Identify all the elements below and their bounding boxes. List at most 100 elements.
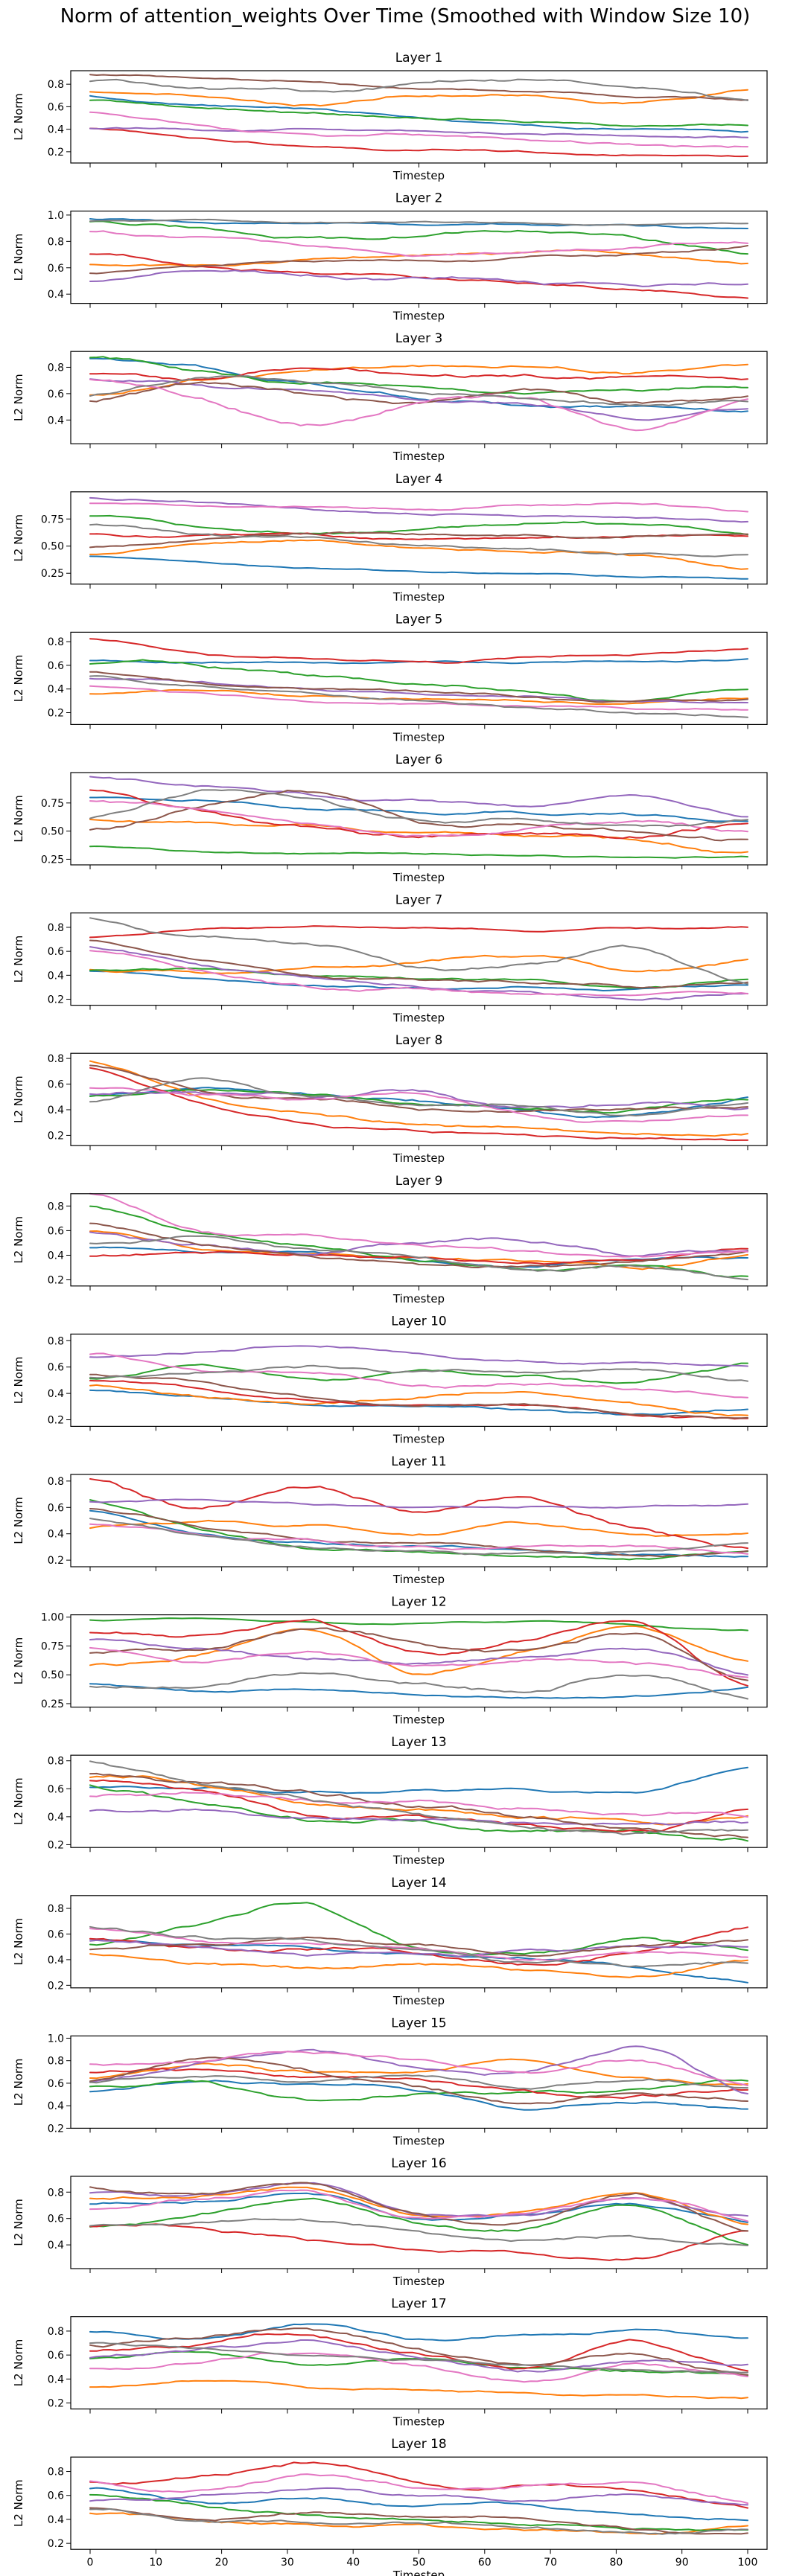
subplot-title: Layer 3 <box>395 331 443 346</box>
subplot-title: Layer 11 <box>391 1454 446 1469</box>
y-tick-label: 0.8 <box>48 236 64 248</box>
y-tick-label: 0.6 <box>48 1225 64 1237</box>
x-tick-label: 10 <box>149 2557 162 2569</box>
series-line-7 <box>89 2051 748 2086</box>
series-line-2 <box>89 819 748 854</box>
y-axis-label: L2 Norm <box>12 795 25 843</box>
y-tick-label: 1.0 <box>48 2033 64 2045</box>
series-line-6 <box>89 1222 748 1268</box>
y-tick-label: 0.8 <box>48 636 64 648</box>
y-tick-label: 1.00 <box>41 1612 64 1624</box>
series-line-2 <box>89 1519 748 1537</box>
subplot-layer-17: Layer 17 0.2 0.4 0.6 0.8 Timestep L2 Norm <box>12 2297 768 2429</box>
subplot-title: Layer 1 <box>395 51 443 65</box>
y-tick-label: 0.4 <box>48 2100 64 2112</box>
y-axis-label: L2 Norm <box>12 1918 25 1966</box>
series-line-7 <box>89 2473 748 2505</box>
series-line-6 <box>89 1508 748 1558</box>
x-axis-label: Timestep <box>392 1151 445 1165</box>
y-tick-label: 0.4 <box>48 289 64 301</box>
x-tick-label: 40 <box>346 2557 360 2569</box>
subplot-layer-11: Layer 11 0.2 0.4 0.6 0.8 Timestep L2 Norm <box>12 1454 768 1586</box>
series-line-8 <box>89 917 748 985</box>
series-line-1 <box>89 357 748 413</box>
y-tick-label: 0.6 <box>48 1928 64 1940</box>
series-line-8 <box>89 1672 748 1700</box>
x-axis-label: Timestep <box>392 871 445 884</box>
subplot-layer-2: Layer 2 0.4 0.6 0.8 1.0 Timestep L2 Norm <box>12 191 768 323</box>
y-tick-label: 0.4 <box>48 2374 64 2385</box>
y-tick-label: 0.4 <box>48 1529 64 1541</box>
y-tick-label: 0.8 <box>48 2056 64 2068</box>
series-line-6 <box>89 1064 748 1113</box>
y-axis-label: L2 Norm <box>12 234 25 281</box>
series-line-3 <box>89 1205 748 1278</box>
series-line-8 <box>89 78 748 101</box>
series-line-2 <box>89 2058 748 2086</box>
x-tick-label: 50 <box>413 2557 426 2569</box>
subplot-layer-1: Layer 1 0.2 0.4 0.6 0.8 Timestep L2 Norm <box>12 51 768 182</box>
x-axis-label: Timestep <box>392 2415 445 2429</box>
x-axis-label: Timestep <box>392 1573 445 1586</box>
subplot-title: Layer 12 <box>391 1595 446 1610</box>
y-tick-label: 0.25 <box>41 1698 64 1710</box>
x-tick-label: 70 <box>544 2557 557 2569</box>
series-line-4 <box>89 2461 748 2509</box>
y-tick-label: 0.6 <box>48 2350 64 2362</box>
series-line-1 <box>89 1683 748 1699</box>
y-axis-label: L2 Norm <box>12 1076 25 1123</box>
series-line-7 <box>89 2189 748 2222</box>
series-line-2 <box>89 1953 748 1978</box>
y-tick-label: 0.75 <box>41 514 64 525</box>
y-tick-label: 0.4 <box>48 1812 64 1824</box>
series-line-6 <box>89 245 748 275</box>
x-axis-label: Timestep <box>392 590 445 604</box>
subplot-layer-6: Layer 6 0.25 0.50 0.75 Timestep L2 Norm <box>12 752 768 884</box>
x-axis-label: Timestep <box>392 2134 445 2147</box>
series-line-8 <box>89 2342 748 2374</box>
series-line-8 <box>89 1760 748 1835</box>
series-line-5 <box>89 1498 748 1509</box>
x-tick-label: 0 <box>87 2557 94 2569</box>
y-tick-label: 0.50 <box>41 541 64 553</box>
series-line-5 <box>89 1638 748 1676</box>
y-tick-label: 0.2 <box>48 1839 64 1851</box>
y-tick-label: 0.2 <box>48 147 64 159</box>
series-line-7 <box>89 111 748 148</box>
y-tick-label: 0.4 <box>48 2514 64 2526</box>
subplot-layer-16: Layer 16 0.4 0.6 0.8 Timestep L2 Norm <box>12 2156 768 2288</box>
subplot-layer-5: Layer 5 0.2 0.4 0.6 0.8 Timestep L2 Norm <box>12 612 768 744</box>
series-line-8 <box>89 1364 748 1382</box>
y-tick-label: 1.0 <box>48 210 64 222</box>
series-line-3 <box>89 514 748 536</box>
y-axis-label: L2 Norm <box>12 2059 25 2106</box>
series-line-6 <box>89 1373 748 1419</box>
series-line-3 <box>89 1362 748 1384</box>
y-tick-label: 0.8 <box>48 362 64 374</box>
y-axis-label: L2 Norm <box>12 2339 25 2387</box>
y-tick-label: 0.50 <box>41 1669 64 1681</box>
series-line-8 <box>89 1925 748 1968</box>
x-axis-label: Timestep <box>392 730 445 744</box>
series-line-6 <box>89 2182 748 2232</box>
y-tick-label: 0.8 <box>48 2187 64 2199</box>
y-tick-label: 0.4 <box>48 684 64 696</box>
subplots: Layer 1 0.2 0.4 0.6 0.8 Timestep L2 Norm Layer … <box>12 51 768 2576</box>
subplot-title: Layer 9 <box>395 1174 443 1189</box>
y-axis-label: L2 Norm <box>12 2479 25 2527</box>
subplot-title: Layer 16 <box>391 2156 446 2171</box>
y-tick-label: 0.6 <box>48 2214 64 2225</box>
y-tick-label: 0.8 <box>48 1756 64 1768</box>
y-tick-label: 0.4 <box>48 1955 64 1966</box>
series-line-4 <box>89 1779 748 1832</box>
y-tick-label: 0.8 <box>48 79 64 91</box>
series-line-6 <box>89 2327 748 2376</box>
y-tick-label: 0.2 <box>48 1980 64 1992</box>
series-line-5 <box>89 946 748 1001</box>
y-axis-label: L2 Norm <box>12 1497 25 1544</box>
series-line-7 <box>89 685 748 711</box>
series-line-7 <box>89 2352 748 2383</box>
series-line-8 <box>89 2218 748 2246</box>
series-line-8 <box>89 1235 748 1281</box>
series-line-3 <box>89 2493 748 2531</box>
